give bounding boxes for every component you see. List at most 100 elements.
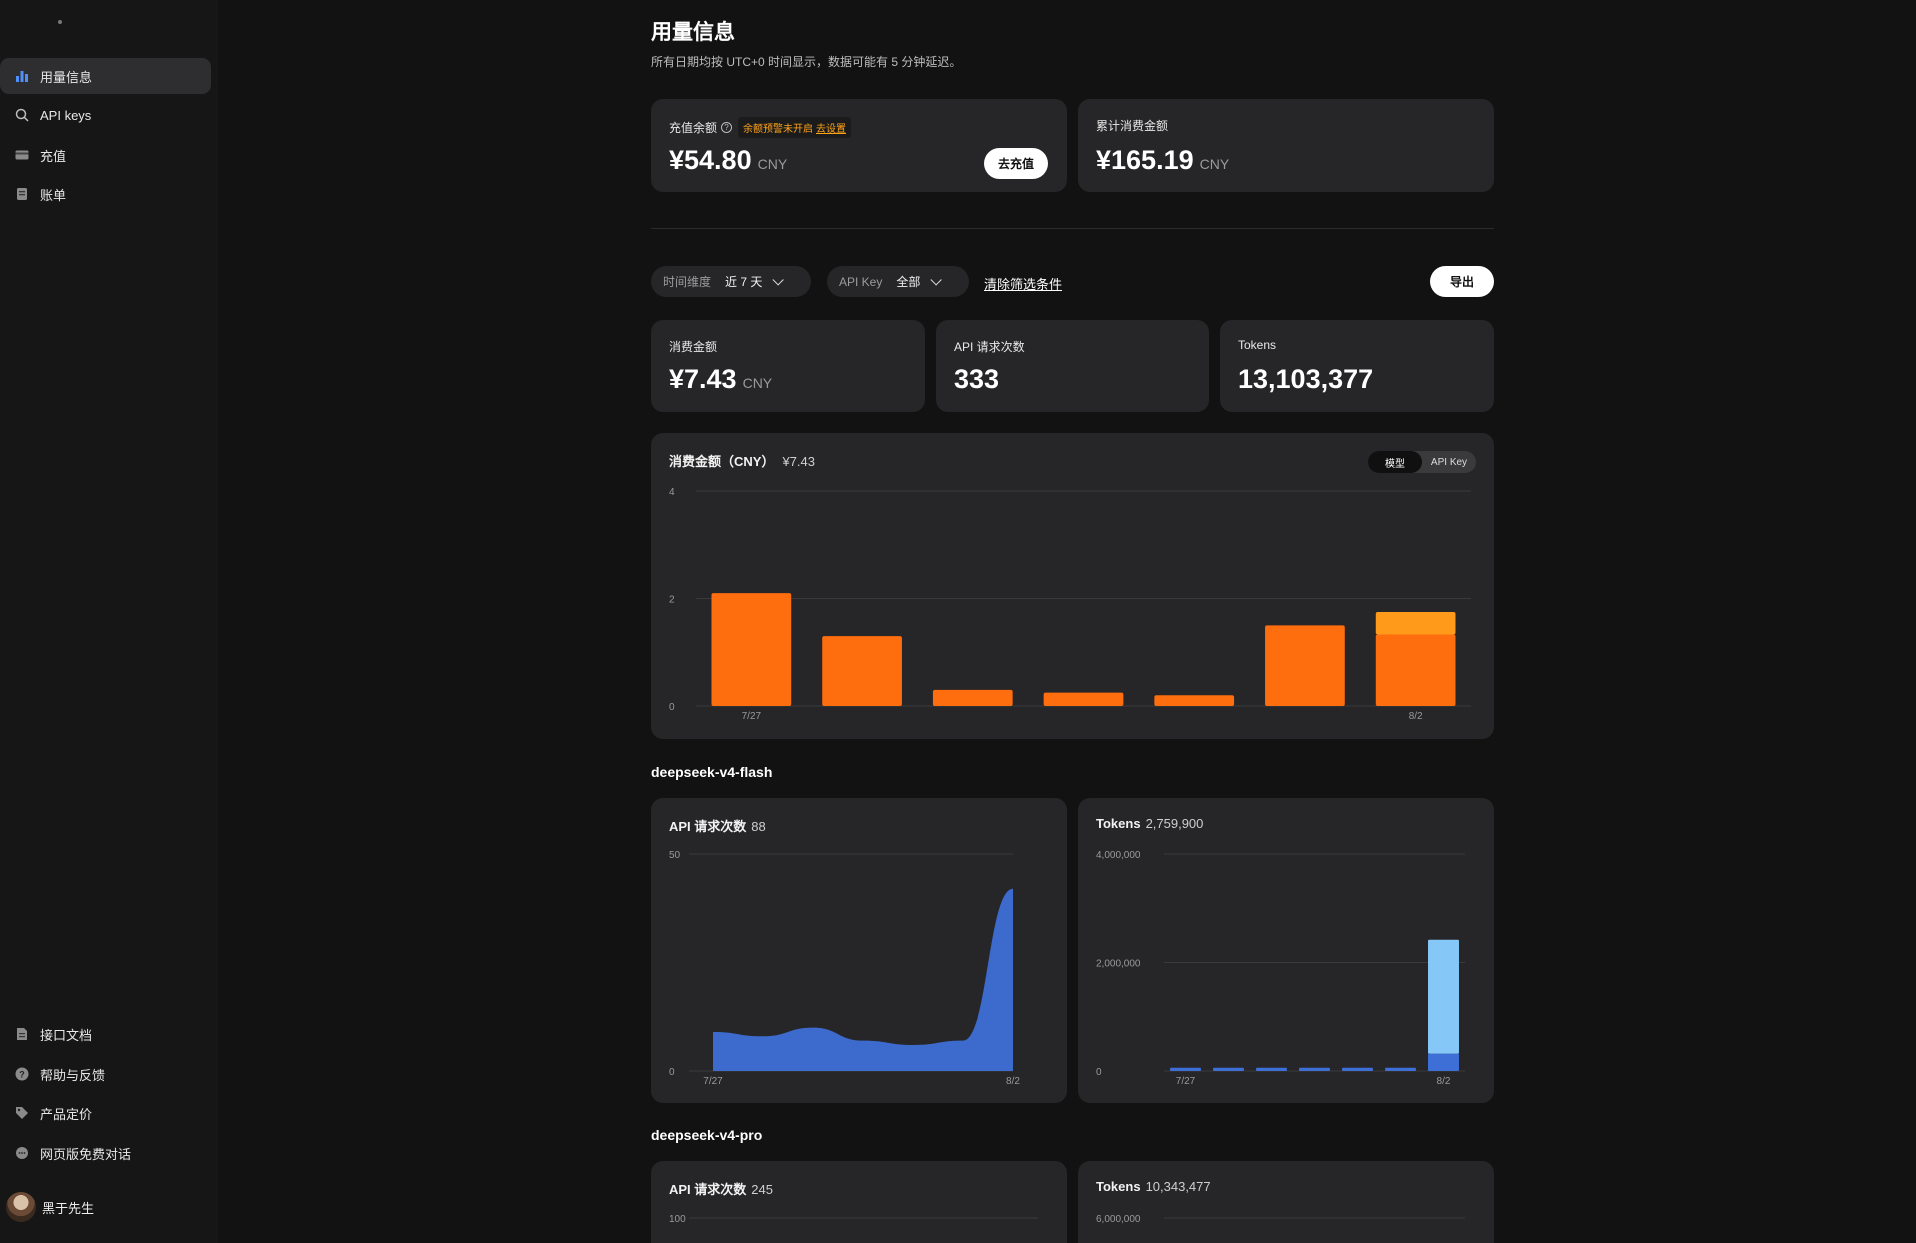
pro-requests-value: 245	[751, 1182, 773, 1197]
sidebar-item-label: 充值	[40, 148, 67, 164]
bar	[1213, 1067, 1244, 1071]
sidebar-item-api-keys[interactable]: API keys	[0, 97, 211, 133]
pro-tokens-value: 10,343,477	[1145, 1179, 1211, 1194]
flash-requests-area-chart: 0 50 7/27 8/2	[669, 850, 1020, 1087]
balance-value: ¥54.80	[669, 145, 752, 175]
pro-tokens-bar-chart: 6,000,000	[1096, 1214, 1465, 1225]
api-key-filter-label: API Key	[839, 274, 883, 289]
time-range-select[interactable]: 时间维度 近 7 天	[651, 266, 811, 297]
tag-icon	[16, 1107, 28, 1119]
sidebar-item-pricing[interactable]: 产品定价	[0, 1095, 211, 1131]
chevron-down-icon	[772, 273, 785, 286]
total-spend-value: ¥165.19	[1096, 145, 1194, 175]
card-icon	[15, 150, 29, 160]
x-tick-label: 7/27	[742, 711, 762, 722]
pro-requests-area-chart: 100	[669, 1214, 1038, 1225]
export-button[interactable]: 导出	[1430, 266, 1494, 297]
time-range-label: 时间维度	[663, 275, 712, 289]
page-subtitle: 所有日期均按 UTC+0 时间显示，数据可能有 5 分钟延迟。	[651, 55, 962, 69]
y-tick-label: 0	[669, 702, 675, 713]
bar	[711, 593, 792, 706]
balance-warning: 余额预警未开启 去设置	[738, 117, 852, 138]
tokens-stat-value: 13,103,377	[1238, 364, 1374, 394]
document-icon	[17, 1028, 27, 1040]
bar	[1428, 1053, 1459, 1071]
logo	[58, 20, 62, 24]
search-icon	[15, 108, 29, 122]
group-by-toggle[interactable]: 模型 API Key	[1368, 451, 1476, 473]
warning-text: 余额预警未开启	[743, 124, 814, 135]
api-key-select[interactable]: API Key 全部	[827, 266, 969, 297]
spend-stat-card: 消费金额 ¥7.43 CNY	[651, 320, 925, 412]
flash-tokens-title: Tokens 2,759,900	[1096, 816, 1203, 831]
user-profile[interactable]: 黑于先生	[6, 1192, 94, 1222]
spend-chart-total: ¥7.43	[782, 454, 815, 469]
sidebar-item-usage[interactable]: 用量信息	[0, 58, 211, 94]
spend-stat-unit: CNY	[742, 375, 773, 391]
pro-tokens-label: Tokens	[1096, 1179, 1141, 1194]
y-tick-label: 100	[669, 1214, 686, 1225]
flash-requests-label: API 请求次数	[669, 819, 747, 834]
total-spend-card: 累计消费金额 ¥165.19 CNY	[1078, 99, 1494, 192]
x-tick-label: 8/2	[1006, 1076, 1020, 1087]
balance-unit: CNY	[757, 156, 788, 172]
flash-tokens-bar-chart: 0 2,000,000 4,000,000 7/27 8/2	[1096, 850, 1465, 1087]
y-tick-label: 4,000,000	[1096, 850, 1141, 861]
spend-stat-value-row: ¥7.43 CNY	[669, 364, 772, 395]
sidebar-item-label: 产品定价	[40, 1106, 93, 1122]
x-tick-label: 7/27	[703, 1076, 723, 1087]
divider	[651, 228, 1494, 229]
balance-card: 充值余额 ? 余额预警未开启 去设置 ¥54.80 CNY 去充值	[651, 99, 1067, 192]
flash-tokens-label: Tokens	[1096, 816, 1141, 831]
user-name: 黑于先生	[42, 1200, 95, 1216]
pro-requests-title: API 请求次数 245	[669, 1179, 773, 1198]
bar	[1170, 1067, 1201, 1071]
svg-text:?: ?	[19, 1070, 25, 1080]
bar	[1256, 1067, 1287, 1071]
toggle-model[interactable]: 模型	[1368, 451, 1422, 473]
pro-tokens-card: Tokens 10,343,477 6,000,000	[1078, 1161, 1494, 1243]
sidebar-item-billing[interactable]: 账单	[0, 176, 211, 212]
section-title-pro: deepseek-v4-pro	[651, 1127, 763, 1143]
x-tick-label: 8/2	[1409, 711, 1423, 722]
spend-stat-label: 消费金额	[669, 340, 718, 354]
y-tick-label: 2	[669, 595, 675, 606]
balance-label: 充值余额	[669, 121, 718, 135]
receipt-icon	[17, 188, 27, 200]
sidebar-item-docs[interactable]: 接口文档	[0, 1016, 211, 1052]
sidebar-item-web-chat[interactable]: 网页版免费对话	[0, 1135, 211, 1171]
flash-requests-card: API 请求次数 88 0 50 7/27 8/2	[651, 798, 1067, 1103]
warning-settings-link[interactable]: 去设置	[816, 124, 847, 135]
bar	[822, 636, 902, 706]
area-series	[713, 888, 1013, 1071]
bar	[1299, 1067, 1330, 1071]
sidebar-item-recharge[interactable]: 充值	[0, 137, 211, 173]
bar	[1385, 1067, 1416, 1071]
tokens-stat-card: Tokens 13,103,377	[1220, 320, 1494, 412]
flash-requests-title: API 请求次数 88	[669, 816, 766, 835]
sidebar-item-label: 账单	[40, 187, 67, 203]
clear-filters-link[interactable]: 清除筛选条件	[984, 277, 1063, 292]
pro-tokens-title: Tokens 10,343,477	[1096, 1179, 1211, 1194]
spend-chart-title: 消费金额（CNY） ¥7.43	[669, 451, 815, 470]
flash-tokens-card: Tokens 2,759,900 0 2,000,000 4,000,000 7/27 8…	[1078, 798, 1494, 1103]
balance-label-row: 充值余额 ? 余额预警未开启 去设置	[669, 117, 852, 138]
sidebar-item-help[interactable]: ? 帮助与反馈	[0, 1056, 211, 1092]
total-spend-value-row: ¥165.19 CNY	[1096, 145, 1229, 176]
section-title-flash: deepseek-v4-flash	[651, 764, 773, 780]
chevron-down-icon	[930, 273, 943, 286]
chat-icon	[16, 1147, 28, 1159]
spend-stat-value: ¥7.43	[669, 364, 737, 394]
balance-value-row: ¥54.80 CNY	[669, 145, 787, 176]
pro-requests-card: API 请求次数 245 100	[651, 1161, 1067, 1243]
x-tick-label: 7/27	[1176, 1076, 1196, 1087]
toggle-api-key[interactable]: API Key	[1430, 456, 1468, 468]
sidebar-item-label: 用量信息	[40, 69, 93, 85]
y-tick-label: 2,000,000	[1096, 959, 1141, 970]
y-tick-label: 0	[669, 1067, 675, 1078]
recharge-button[interactable]: 去充值	[984, 148, 1048, 179]
y-tick-label: 6,000,000	[1096, 1214, 1141, 1225]
help-icon[interactable]: ?	[721, 122, 733, 133]
spend-bar-chart: 0 2 4 7/27 8/2	[669, 487, 1471, 722]
requests-stat-value: 333	[954, 364, 1000, 394]
